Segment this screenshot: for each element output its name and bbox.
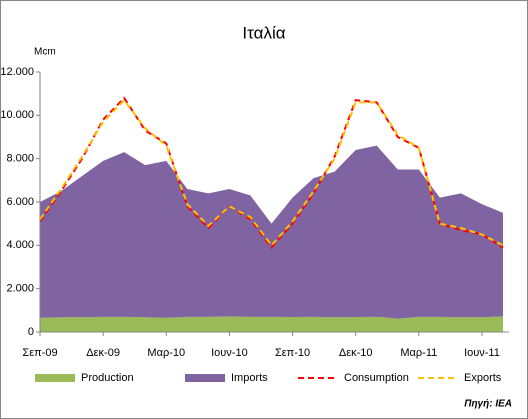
legend-swatch	[35, 374, 75, 382]
line	[39, 96, 504, 250]
y-tick-label: 2.000	[6, 283, 34, 295]
source: Πηγή: IEA	[464, 399, 512, 410]
x-tick-label: Σεπ-09	[22, 347, 57, 359]
x-tick-label: Σεπ-10	[275, 347, 310, 359]
x-tick-label: Ιουν-11	[464, 347, 500, 359]
legend-label: Production	[81, 372, 134, 384]
x-tick-label: Δεκ-09	[86, 347, 120, 359]
legend-swatch	[185, 374, 225, 382]
x-tick-label: Ιουν-10	[211, 347, 248, 359]
x-tick-label: Δεκ-10	[339, 347, 373, 359]
y-tick-label: 0	[28, 326, 34, 338]
x-tick-label: Μαρ-10	[147, 347, 185, 359]
y-tick-label: 8.000	[6, 153, 34, 165]
chart-title: Ιταλία	[242, 23, 285, 42]
x-tick-label: Μαρ-11	[400, 347, 437, 359]
y-tick-label: 6.000	[6, 196, 34, 208]
area	[40, 145, 503, 319]
y-tick-label: 4.000	[6, 239, 34, 251]
legend-label: Exports	[464, 372, 502, 384]
area	[40, 316, 503, 332]
legend-label: Consumption	[344, 372, 409, 384]
legend-label: Imports	[231, 372, 268, 384]
y-tick-label: 12.000	[0, 66, 34, 78]
y-tick-label: 10.000	[0, 109, 34, 121]
y-axis-label: Mcm	[34, 47, 56, 58]
